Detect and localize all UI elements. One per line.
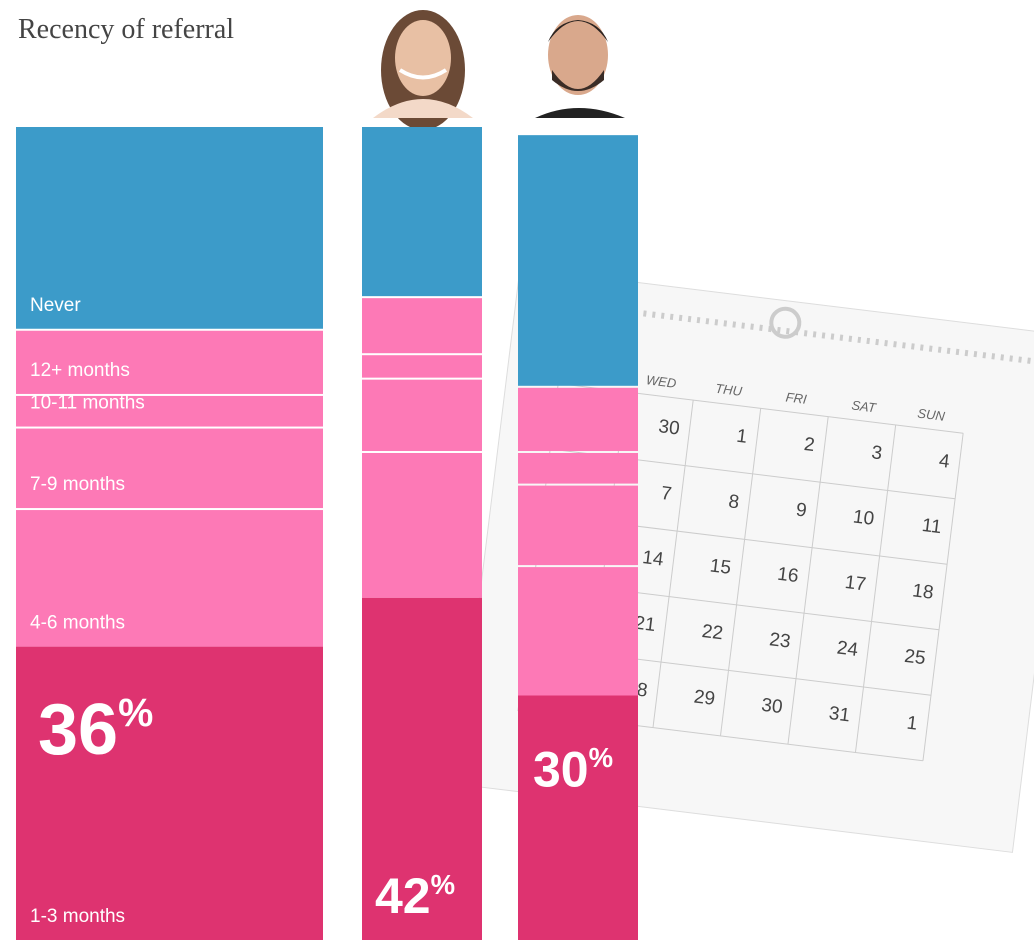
- calendar-day: 30: [760, 695, 784, 718]
- calendar-day: 29: [693, 686, 717, 709]
- bar-segment: [16, 510, 323, 647]
- calendar-day: 4: [938, 451, 951, 473]
- calendar-line: [854, 424, 897, 753]
- segment-label: 10-11 months: [30, 393, 145, 414]
- photo-woman: [373, 10, 473, 130]
- calendar-day: 21: [633, 613, 657, 636]
- value-label: 30%: [533, 741, 613, 797]
- calendar-header: THU: [715, 381, 744, 399]
- bar-segment: [16, 127, 323, 329]
- calendar-line: [787, 416, 829, 745]
- calendar-day: 31: [828, 703, 852, 726]
- calendar-line: [719, 408, 762, 736]
- calendar-day: 15: [709, 555, 733, 578]
- calendar-day: 10: [852, 507, 876, 530]
- calendar-day: 23: [768, 629, 792, 652]
- calendar-day: 1: [735, 426, 748, 448]
- chart-title: Recency of referral: [18, 14, 234, 45]
- calendar-day: 2: [803, 434, 816, 456]
- bar-segment: [518, 695, 638, 940]
- photo-man: [535, 15, 625, 118]
- calendar-day: 17: [844, 572, 868, 595]
- bar-segment: [362, 597, 482, 940]
- segment-label: Never: [30, 295, 81, 316]
- segment-label: 7-9 months: [30, 474, 125, 495]
- segment-label: 1-3 months: [30, 906, 125, 927]
- segment-label: 12+ months: [30, 360, 130, 381]
- bar-segment: [16, 330, 323, 394]
- calendar-day: 7: [660, 483, 673, 505]
- value-label: 36%: [38, 690, 153, 770]
- calendar-day: 25: [903, 646, 927, 669]
- calendar-line: [652, 400, 694, 728]
- calendar-header: SUN: [917, 406, 947, 424]
- calendar-hook: [769, 306, 802, 339]
- calendar-day: 3: [870, 442, 883, 464]
- segment-label: 4-6 months: [30, 613, 125, 634]
- bar-segment: [362, 379, 482, 451]
- calendar-day: 8: [727, 491, 740, 513]
- calendar-day: 24: [836, 638, 860, 661]
- calendar-day: 11: [921, 515, 943, 538]
- calendar-day: 30: [657, 416, 681, 439]
- bar-segment: [518, 567, 638, 696]
- bar-segment: [518, 485, 638, 566]
- calendar-header: WED: [645, 372, 677, 391]
- bar-segment: [16, 646, 323, 940]
- bar-segment: [518, 135, 638, 386]
- bar-segment: [518, 387, 638, 451]
- bar-segment: [518, 453, 638, 484]
- bar-segment: [362, 453, 482, 598]
- calendar-day: 9: [795, 500, 808, 522]
- calendar-header: SAT: [851, 397, 878, 415]
- bar-segment: [16, 428, 323, 509]
- calendar-day: 14: [641, 547, 665, 570]
- calendar-line: [922, 433, 964, 761]
- bar-segment: [362, 298, 482, 354]
- calendar-day: 22: [701, 621, 725, 644]
- value-label: 42%: [375, 868, 455, 924]
- calendar-rings: [535, 297, 1034, 367]
- bar-segment: [16, 395, 323, 427]
- calendar-day: 18: [911, 580, 935, 603]
- calendar-header: FRI: [785, 389, 808, 406]
- calendar-day: 1: [906, 713, 919, 735]
- bar-segment: [362, 355, 482, 378]
- bar-segment: [362, 127, 482, 297]
- calendar-day: 16: [776, 564, 800, 587]
